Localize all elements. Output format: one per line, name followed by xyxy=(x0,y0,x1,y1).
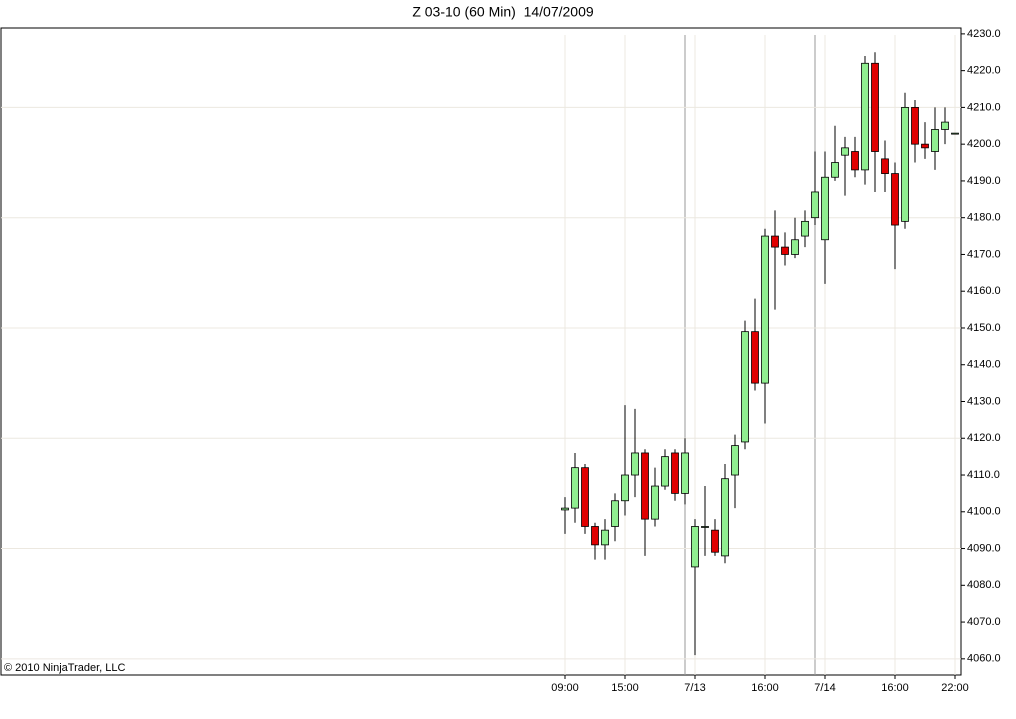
x-tick-label: 7/13 xyxy=(684,682,705,694)
candle-body xyxy=(641,452,649,520)
candle-body xyxy=(601,529,609,546)
y-tick-label: 4110.0 xyxy=(967,469,1000,481)
candle-body xyxy=(941,121,949,130)
y-tick-label: 4060.0 xyxy=(967,653,1001,665)
candle-body xyxy=(611,500,619,527)
candle-body xyxy=(951,132,959,135)
candle-body xyxy=(821,176,829,241)
candle-body xyxy=(851,151,859,171)
candle-body xyxy=(771,235,779,248)
candle-body xyxy=(621,474,629,502)
y-tick-label: 4130.0 xyxy=(967,395,1001,407)
y-tick-label: 4190.0 xyxy=(967,175,1001,187)
y-tick-label: 4230.0 xyxy=(967,28,1001,40)
candle-body xyxy=(721,478,729,557)
x-tick-label: 15:00 xyxy=(611,682,639,694)
candle-body xyxy=(591,526,599,546)
candle-body xyxy=(581,467,589,527)
candle-body xyxy=(681,452,689,494)
y-tick-label: 4180.0 xyxy=(967,212,1001,224)
y-tick-label: 4140.0 xyxy=(967,359,1001,371)
candle-body xyxy=(921,143,929,149)
candle-body xyxy=(571,467,579,509)
candle-body xyxy=(671,452,679,494)
candle-body xyxy=(801,220,809,237)
candle-body xyxy=(841,147,849,156)
candle-body xyxy=(811,191,819,219)
candle-body xyxy=(761,235,769,384)
y-tick-label: 4120.0 xyxy=(967,432,1001,444)
y-tick-label: 4160.0 xyxy=(967,285,1001,297)
y-tick-label: 4220.0 xyxy=(967,65,1001,77)
x-tick-label: 16:00 xyxy=(751,682,779,694)
chart-title: Z 03-10 (60 Min) 14/07/2009 xyxy=(412,4,594,20)
candle-body xyxy=(931,129,939,152)
candle-body xyxy=(861,62,869,171)
y-tick-label: 4100.0 xyxy=(967,506,1001,518)
candle-body xyxy=(741,331,749,443)
candle-body xyxy=(701,526,709,528)
candle-body xyxy=(751,331,759,384)
y-tick-label: 4070.0 xyxy=(967,616,1001,628)
candle-body xyxy=(791,239,799,255)
copyright: © 2010 NinjaTrader, LLC xyxy=(4,662,125,674)
candle-body xyxy=(911,107,919,145)
y-tick-label: 4200.0 xyxy=(967,138,1001,150)
y-tick-label: 4090.0 xyxy=(967,542,1001,554)
y-tick-label: 4150.0 xyxy=(967,322,1001,334)
candle-body xyxy=(561,507,569,511)
candle-body xyxy=(781,246,789,255)
candle-body xyxy=(711,529,719,553)
x-tick-label: 09:00 xyxy=(551,682,579,694)
y-tick-label: 4170.0 xyxy=(967,248,1001,260)
candle-body xyxy=(881,158,889,174)
candle-body xyxy=(901,107,909,222)
candle-body xyxy=(871,62,879,152)
x-tick-label: 7/14 xyxy=(814,682,835,694)
x-tick-label: 16:00 xyxy=(881,682,909,694)
candle-body xyxy=(691,526,699,568)
plot-frame xyxy=(0,27,962,676)
candle-body xyxy=(631,452,639,476)
candle-body xyxy=(831,162,839,178)
x-tick-label: 22:00 xyxy=(941,682,969,694)
y-tick-label: 4210.0 xyxy=(967,101,1001,113)
y-tick-label: 4080.0 xyxy=(967,579,1001,591)
candle-body xyxy=(661,456,669,487)
candle-body xyxy=(891,173,899,226)
candle-body xyxy=(731,445,739,476)
candle-body xyxy=(651,485,659,520)
